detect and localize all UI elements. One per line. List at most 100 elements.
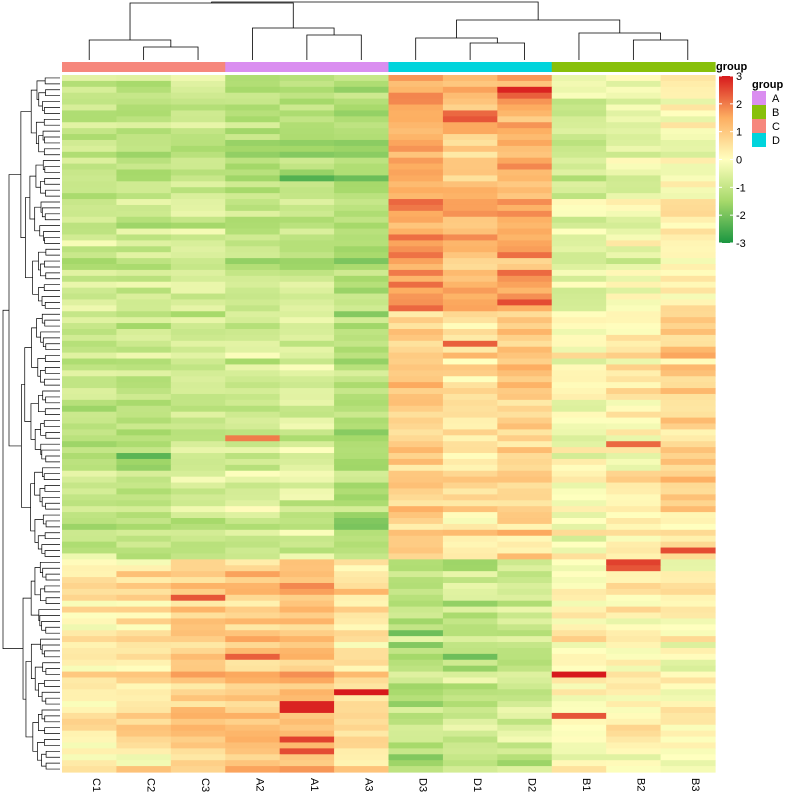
heatmap-cell [279, 364, 335, 371]
heatmap-cell [442, 204, 498, 212]
heatmap-cell [497, 311, 553, 318]
heatmap-cell [334, 695, 390, 702]
heatmap-cell [225, 175, 281, 182]
heatmap-cell [334, 228, 390, 236]
heatmap-cell [442, 441, 498, 448]
heatmap-cell [551, 582, 607, 590]
row-dendro-link [44, 739, 60, 746]
heatmap-cell [442, 435, 498, 442]
row-dendro-link [45, 573, 60, 581]
heatmap-cell [660, 293, 716, 301]
row-dendro-link [40, 588, 47, 602]
heatmap-cell [225, 553, 281, 560]
heatmap-cell [660, 512, 716, 519]
heatmap-cell [660, 252, 716, 259]
heatmap-cell [170, 624, 226, 631]
row-dendro-link-root [2, 309, 24, 649]
heatmap-cell [551, 281, 607, 289]
heatmap-cell [62, 441, 118, 448]
heatmap-cell [62, 181, 118, 188]
row-dendro-link [44, 680, 60, 687]
heatmap-cell [116, 665, 172, 673]
heatmap-cell [497, 364, 553, 371]
heatmap-cell [279, 181, 335, 188]
heatmap-cell [170, 766, 226, 773]
heatmap-cell [551, 134, 607, 141]
heatmap-cell [660, 92, 716, 100]
heatmap-cell [225, 252, 281, 259]
heatmap-cell [660, 647, 716, 655]
heatmap-cell [279, 246, 335, 253]
heatmap-cell [497, 417, 553, 425]
row-dendro-link [24, 347, 32, 422]
row-dendro-link [40, 263, 46, 277]
heatmap-cell [497, 488, 553, 495]
heatmap-cell [279, 683, 335, 690]
row-dendro-link [43, 284, 60, 291]
heatmap-cell [497, 506, 553, 513]
row-dendro-link [45, 762, 60, 770]
heatmap-cell [334, 647, 390, 655]
heatmap-cell [170, 742, 226, 749]
heatmap-cell [170, 187, 226, 194]
heatmap-cell [388, 494, 444, 501]
heatmap-cell [170, 163, 226, 171]
heatmap-cell [279, 547, 335, 555]
heatmap-cell [606, 393, 662, 401]
heatmap-cell [497, 287, 553, 295]
heatmap-cell [116, 252, 172, 259]
heatmap-cell [551, 98, 607, 106]
heatmap-cell [388, 204, 444, 212]
heatmap-cell [388, 116, 444, 123]
heatmap-cell [551, 145, 607, 153]
heatmap-cell [442, 701, 498, 708]
heatmap-cell [660, 429, 716, 436]
heatmap-cell [660, 311, 716, 318]
heatmap-cell [388, 80, 444, 88]
heatmap-cell [116, 98, 172, 106]
heatmap-cell [497, 175, 553, 182]
heatmap-cell [388, 553, 444, 560]
heatmap-cell [279, 311, 335, 318]
heatmap-cell [551, 488, 607, 495]
heatmap-cell [279, 169, 335, 177]
heatmap-cell [116, 246, 172, 253]
heatmap-cell [116, 281, 172, 289]
heatmap-cell [334, 399, 390, 407]
heatmap-cell [606, 748, 662, 755]
heatmap-cell [606, 754, 662, 761]
heatmap-cell [225, 624, 281, 631]
heatmap-cell [225, 193, 281, 200]
heatmap-cell [388, 199, 444, 206]
annotation-cell-B [551, 62, 607, 72]
heatmap-cell [334, 222, 390, 230]
heatmap-cell [388, 264, 444, 271]
heatmap-cell [660, 323, 716, 330]
heatmap-cell [606, 535, 662, 543]
heatmap-cell [170, 92, 226, 100]
heatmap-cell [497, 181, 553, 188]
heatmap-cell [551, 535, 607, 543]
heatmap-cell [334, 600, 390, 608]
heatmap-cell [62, 151, 118, 159]
heatmap-cell [334, 134, 390, 141]
heatmap-cell [279, 328, 335, 336]
heatmap-cell [551, 187, 607, 194]
heatmap-cell [334, 204, 390, 212]
heatmap-cell [116, 92, 172, 100]
heatmap-cell [170, 134, 226, 141]
heatmap-cell [170, 334, 226, 342]
heatmap-cell [551, 630, 607, 637]
heatmap-cell [497, 216, 553, 224]
heatmap-cell [170, 701, 226, 708]
heatmap-cell [170, 240, 226, 247]
heatmap-cell [225, 293, 281, 301]
heatmap-cell [225, 671, 281, 679]
row-dendro-link [40, 201, 60, 213]
heatmap-cell [606, 145, 662, 153]
heatmap-cell [606, 328, 662, 336]
heatmap-cell [170, 582, 226, 590]
heatmap-cell [497, 98, 553, 106]
heatmap-cell [279, 151, 335, 159]
heatmap-cell [442, 624, 498, 631]
